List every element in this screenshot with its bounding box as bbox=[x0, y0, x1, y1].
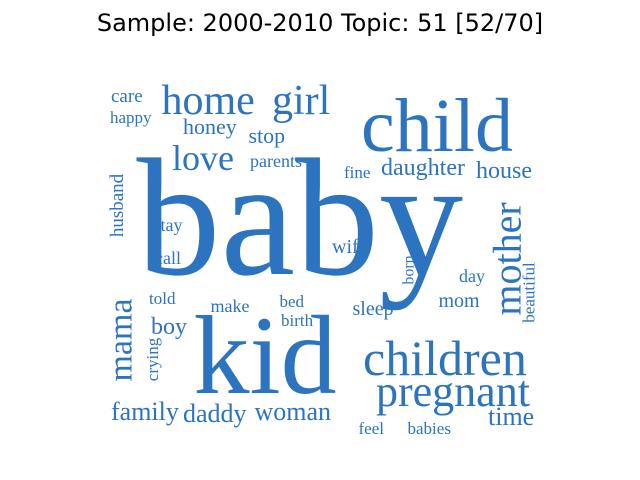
word-mama: mama bbox=[102, 298, 140, 382]
word-born: born bbox=[400, 255, 418, 285]
word-boy: boy bbox=[151, 314, 187, 340]
word-call: call bbox=[155, 248, 181, 268]
word-told: told bbox=[149, 288, 176, 308]
word-family: family bbox=[111, 397, 179, 426]
word-stay: stay bbox=[153, 215, 183, 235]
word-time: time bbox=[488, 402, 535, 431]
word-birth: birth bbox=[281, 310, 314, 330]
word-love: love bbox=[172, 138, 234, 178]
word-child: child bbox=[361, 84, 513, 168]
word-mom: mom bbox=[438, 290, 480, 312]
figure-title: Sample: 2000-2010 Topic: 51 [52/70] bbox=[96, 9, 544, 37]
word-make: make bbox=[210, 296, 250, 316]
word-woman: woman bbox=[254, 397, 332, 426]
word-happy: happy bbox=[110, 107, 152, 127]
word-care: care bbox=[111, 85, 143, 107]
word-house: house bbox=[476, 158, 532, 184]
word-parents: parents bbox=[250, 151, 302, 171]
word-fine: fine bbox=[344, 162, 371, 182]
word-crying: crying bbox=[142, 337, 162, 381]
word-husband: husband bbox=[106, 173, 128, 237]
word-honey: honey bbox=[183, 114, 237, 139]
word-kid: kid bbox=[193, 294, 337, 418]
word-wife: wife bbox=[332, 236, 368, 258]
word-feel: feel bbox=[358, 418, 384, 438]
word-girl: girl bbox=[272, 78, 331, 124]
word-day: day bbox=[459, 266, 485, 286]
word-pregnant: pregnant bbox=[376, 367, 530, 416]
word-beautiful: beautiful bbox=[519, 261, 539, 323]
word-babies: babies bbox=[407, 418, 451, 438]
word-baby: baby bbox=[136, 125, 464, 311]
word-stop: stop bbox=[248, 123, 286, 148]
word-sleep: sleep bbox=[352, 298, 394, 320]
word-children: children bbox=[363, 330, 527, 386]
word-daddy: daddy bbox=[183, 399, 247, 428]
word-home: home bbox=[161, 78, 255, 124]
word-bed: bed bbox=[279, 291, 305, 311]
word-daughter: daughter bbox=[381, 155, 465, 181]
